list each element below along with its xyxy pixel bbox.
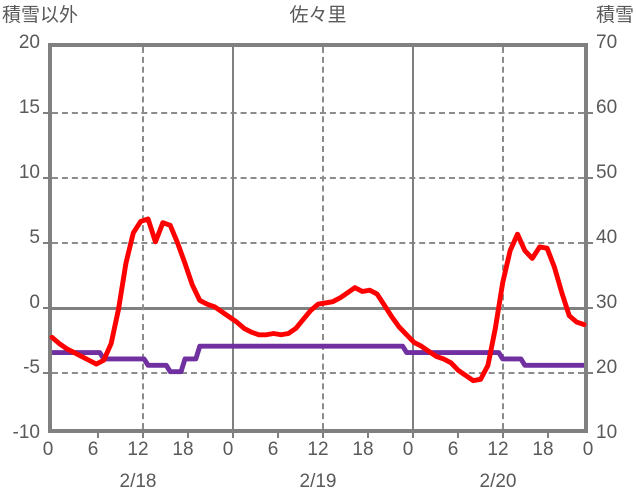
y-axis-label-right: 50 (596, 162, 618, 183)
x-axis-tick (142, 429, 144, 438)
y-axis-tick (584, 112, 593, 114)
gridline-horizontal (52, 242, 584, 244)
y-axis-label-right: 10 (596, 422, 618, 443)
y-axis-tick (584, 307, 593, 309)
x-axis-tick (502, 429, 504, 438)
x-axis-label: 12 (307, 439, 329, 460)
x-axis-label: 12 (487, 439, 509, 460)
x-axis-label: 6 (447, 439, 459, 460)
y-axis-label-right: 30 (596, 292, 618, 313)
x-axis-label: 6 (267, 439, 279, 460)
y-axis-tick (43, 112, 52, 114)
left-axis-title: 積雪以外 (2, 5, 79, 26)
temperature-series (49, 216, 587, 384)
x-axis-tick (322, 429, 324, 438)
x-axis-tick (367, 429, 369, 438)
y-axis-tick (43, 242, 52, 244)
x-axis-tick (412, 429, 414, 438)
x-axis-label: 18 (172, 439, 194, 460)
gridline-vertical (412, 47, 414, 429)
x-axis-day-label: 2/19 (299, 471, 337, 492)
x-axis-tick (277, 429, 279, 438)
y-axis-label-left: 15 (18, 97, 40, 118)
y-axis-label-right: 70 (596, 32, 618, 53)
x-axis-label: 6 (87, 439, 99, 460)
x-axis-label: 0 (582, 439, 594, 460)
x-axis-label: 18 (352, 439, 374, 460)
y-axis-label-left: 20 (18, 32, 40, 53)
y-axis-label-left: -10 (12, 422, 40, 443)
x-axis-label: 18 (532, 439, 554, 460)
gridline-vertical (502, 47, 504, 429)
y-axis-label-left: 5 (29, 227, 40, 248)
y-axis-tick (584, 242, 593, 244)
x-axis-day-label: 2/18 (119, 471, 157, 492)
x-axis-tick (232, 429, 234, 438)
x-axis-label: 0 (222, 439, 234, 460)
y-axis-label-left: -5 (23, 357, 40, 378)
gridline-horizontal (52, 112, 584, 114)
y-axis-label-left: 10 (18, 162, 40, 183)
gridline-horizontal (52, 372, 584, 374)
y-axis-tick (43, 372, 52, 374)
y-axis-label-right: 40 (596, 227, 618, 248)
gridline-horizontal (52, 307, 584, 310)
y-axis-tick (584, 177, 593, 179)
gridline-horizontal (52, 177, 584, 179)
right-axis-title: 積雪 (595, 5, 634, 26)
series-layer (49, 216, 587, 384)
y-axis-tick (584, 372, 593, 374)
plot-area (43, 43, 593, 438)
x-axis-label: 12 (127, 439, 149, 460)
page-title: 佐々里 (289, 5, 347, 26)
y-axis-tick (43, 307, 52, 309)
x-axis-tick (457, 429, 459, 438)
x-axis-tick (187, 429, 189, 438)
y-axis-label-right: 60 (596, 97, 618, 118)
x-axis-tick (97, 429, 99, 438)
gridline-vertical (322, 47, 324, 429)
x-axis-label: 0 (402, 439, 414, 460)
y-axis-tick (43, 177, 52, 179)
snow-depth-series (52, 343, 584, 375)
x-axis-day-label: 2/20 (479, 471, 517, 492)
x-axis-label: 0 (42, 439, 54, 460)
gridline-vertical (232, 47, 234, 429)
y-axis-label-left: 0 (29, 292, 40, 313)
x-axis-tick (547, 429, 549, 438)
y-axis-label-right: 20 (596, 357, 618, 378)
gridline-vertical (142, 47, 144, 429)
